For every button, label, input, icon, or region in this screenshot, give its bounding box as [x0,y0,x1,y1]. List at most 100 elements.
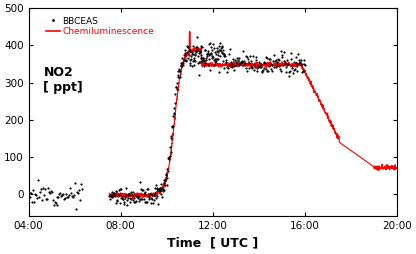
Point [241,59,248,63]
Point [193,35,200,39]
Point [212,57,219,61]
Point [109,190,116,194]
Point [174,81,181,85]
Point [225,63,232,67]
Point [123,186,129,190]
Point [166,154,173,158]
Point [210,46,217,50]
Point [277,69,284,73]
Point [235,56,242,60]
Point [228,63,235,67]
Point [172,92,179,97]
X-axis label: Time  [ UTC ]: Time [ UTC ] [167,237,258,250]
Point [67,186,74,190]
Point [126,196,133,200]
Point [60,192,67,196]
Point [214,57,220,61]
Point [158,188,164,192]
Point [281,59,287,63]
Point [221,53,228,57]
Point [111,191,117,195]
Point [64,195,71,199]
Point [233,60,240,64]
Point [217,54,223,58]
Point [38,198,45,202]
Point [273,65,280,69]
Point [216,41,223,45]
Point [53,203,60,207]
Point [35,195,42,199]
Point [112,201,119,205]
Point [208,52,214,56]
Point [150,201,156,205]
Point [211,58,218,62]
Point [232,63,239,67]
Point [260,66,267,70]
Point [32,193,39,197]
Point [130,200,137,204]
Point [220,52,227,56]
Point [121,195,128,199]
Point [170,111,177,115]
Point [131,193,138,197]
Point [126,192,132,196]
Point [39,186,46,190]
Point [239,59,246,64]
Point [223,70,230,74]
Point [50,203,57,207]
Point [159,186,166,190]
Point [115,194,121,198]
Point [280,50,287,54]
Point [107,197,114,201]
Point [255,65,261,69]
Point [262,67,269,71]
Point [178,61,185,65]
Point [202,61,208,66]
Point [208,48,215,52]
Point [283,58,290,62]
Point [270,59,276,64]
Point [124,203,131,207]
Point [161,178,168,182]
Point [189,50,196,54]
Point [269,63,276,67]
Point [163,183,170,187]
Point [73,207,80,211]
Point [144,187,151,192]
Point [206,53,213,57]
Point [170,114,176,118]
Point [251,68,258,72]
Point [114,198,121,202]
Point [146,195,152,199]
Point [254,69,261,73]
Point [245,61,252,65]
Point [164,176,171,180]
Point [301,58,307,62]
Legend: BBCEAS, Chemiluminescence: BBCEAS, Chemiluminescence [44,15,156,38]
Point [171,112,177,116]
Point [181,58,188,62]
Point [290,71,296,75]
Point [265,64,272,68]
Point [165,156,172,160]
Point [31,192,38,196]
Point [157,182,164,186]
Point [285,70,292,74]
Point [161,178,168,182]
Point [77,198,84,202]
Point [293,63,300,67]
Point [220,54,227,58]
Point [146,197,153,201]
Point [235,58,241,62]
Point [79,187,86,191]
Point [30,199,37,203]
Point [246,66,253,70]
Point [257,62,264,66]
Point [250,63,257,67]
Point [127,197,134,201]
Point [47,189,54,193]
Point [245,57,251,61]
Point [156,189,163,193]
Point [120,197,126,201]
Point [187,58,193,62]
